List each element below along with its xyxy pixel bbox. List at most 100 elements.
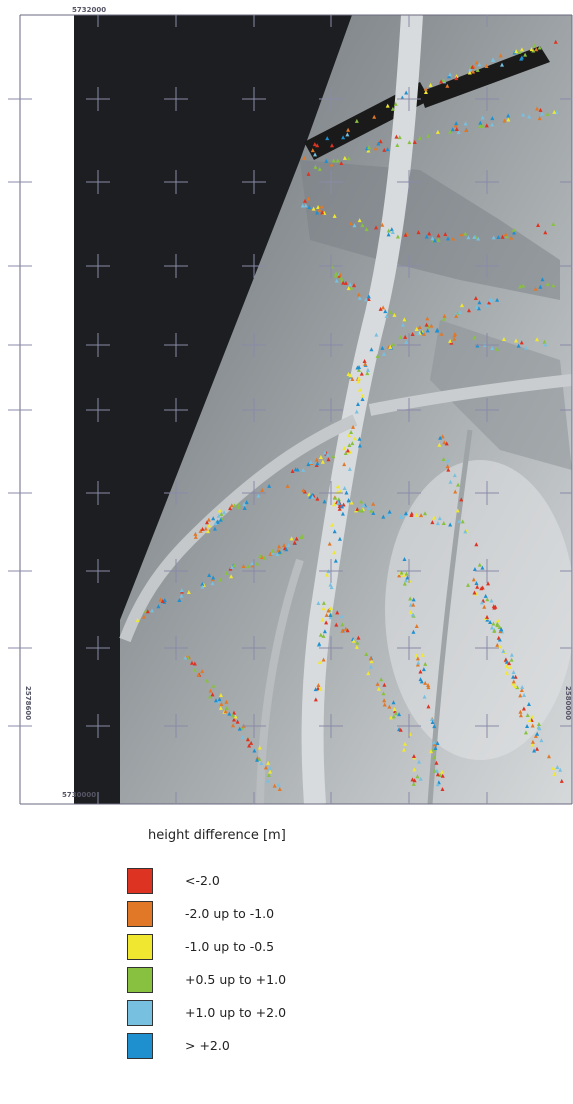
height-point	[259, 555, 264, 560]
height-point	[244, 500, 249, 505]
height-point	[349, 500, 354, 505]
height-point	[193, 534, 198, 539]
height-point	[441, 78, 446, 83]
height-point	[403, 578, 408, 583]
height-point	[480, 585, 485, 590]
height-point	[316, 600, 321, 605]
height-point	[478, 123, 483, 128]
height-point	[433, 746, 438, 751]
height-point	[374, 225, 379, 230]
height-point	[301, 467, 306, 472]
legend-swatch	[127, 934, 153, 960]
height-point	[519, 340, 524, 345]
height-point	[421, 331, 426, 336]
height-point	[196, 672, 201, 677]
branch-road	[427, 429, 473, 804]
height-point	[328, 615, 333, 620]
height-point	[434, 760, 439, 765]
height-point	[419, 679, 424, 684]
height-point	[426, 133, 431, 138]
legend-label: <-2.0	[185, 873, 220, 888]
height-point	[432, 755, 437, 760]
height-point	[447, 72, 452, 77]
height-point	[397, 573, 402, 578]
height-point	[315, 210, 320, 215]
height-point	[509, 235, 514, 240]
height-point	[343, 626, 348, 631]
height-point	[412, 767, 417, 772]
height-point	[372, 114, 377, 119]
height-point	[245, 737, 250, 742]
height-point	[498, 53, 503, 58]
height-point	[486, 581, 491, 586]
height-point	[502, 118, 507, 123]
height-point	[356, 379, 361, 384]
height-point	[329, 162, 334, 167]
height-point	[329, 605, 334, 610]
height-point	[325, 136, 330, 141]
height-point	[392, 706, 397, 711]
height-point	[349, 221, 354, 226]
height-point	[511, 681, 516, 686]
height-point	[423, 86, 428, 91]
height-point	[504, 670, 509, 675]
height-point	[418, 776, 423, 781]
height-point	[400, 95, 405, 100]
height-point	[410, 612, 415, 617]
height-point	[404, 340, 409, 345]
height-point	[434, 768, 439, 773]
height-difference-points	[135, 39, 564, 792]
height-point	[415, 656, 420, 661]
height-point	[490, 625, 495, 630]
height-point	[379, 677, 384, 682]
height-point	[470, 64, 475, 69]
height-point	[366, 671, 371, 676]
height-point	[490, 116, 495, 121]
height-point	[315, 496, 320, 501]
height-point	[215, 699, 220, 704]
height-point	[459, 497, 464, 502]
height-point	[512, 230, 517, 235]
height-point	[438, 435, 443, 440]
height-point	[242, 502, 247, 507]
height-point	[490, 122, 495, 127]
height-point	[318, 686, 323, 691]
height-point	[448, 522, 453, 527]
height-point	[378, 306, 383, 311]
height-point	[332, 529, 337, 534]
height-point	[537, 116, 542, 121]
height-point	[211, 575, 216, 580]
height-point	[401, 572, 406, 577]
height-point	[454, 74, 459, 79]
height-point	[316, 686, 321, 691]
height-point	[236, 502, 241, 507]
height-point	[435, 327, 440, 332]
coord-label-top-left: 5732000	[72, 6, 106, 14]
height-point	[485, 303, 490, 308]
height-point	[345, 132, 350, 137]
height-point	[207, 523, 212, 528]
height-point	[233, 714, 238, 719]
height-point	[365, 146, 370, 151]
height-point	[487, 300, 492, 305]
height-point	[454, 76, 459, 81]
height-point	[183, 655, 188, 660]
height-point	[436, 237, 441, 242]
height-point	[223, 709, 228, 714]
height-point	[518, 713, 523, 718]
height-point	[429, 323, 434, 328]
height-point	[443, 232, 448, 237]
height-point	[424, 234, 429, 239]
height-point	[495, 642, 500, 647]
height-point	[256, 493, 261, 498]
height-point	[292, 540, 297, 545]
height-point	[428, 82, 433, 87]
height-point	[398, 727, 403, 732]
height-point	[474, 580, 479, 585]
height-point	[391, 700, 396, 705]
height-point	[448, 338, 453, 343]
height-point	[200, 581, 205, 586]
height-point	[351, 424, 356, 429]
height-point	[484, 64, 489, 69]
height-point	[423, 661, 428, 666]
